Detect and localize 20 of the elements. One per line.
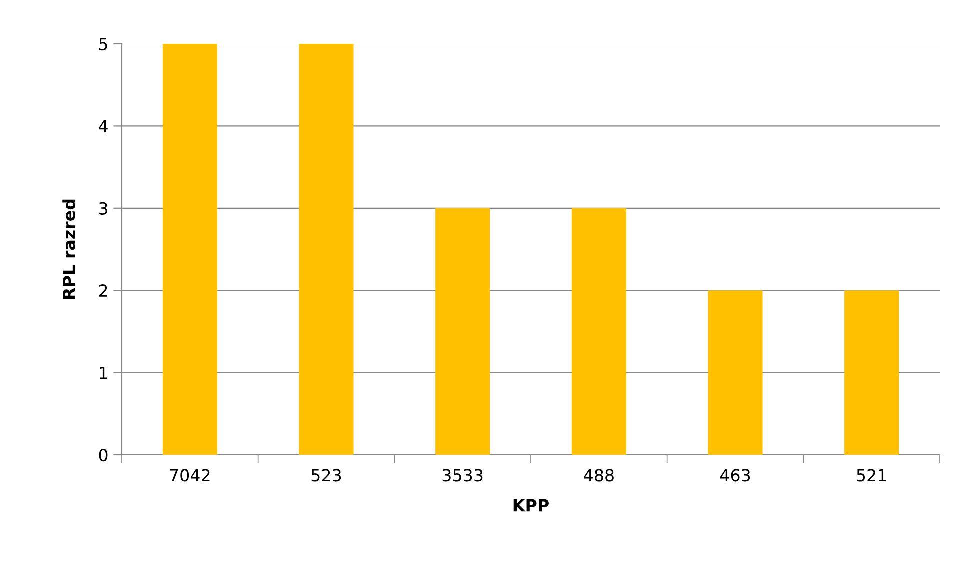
y-tick-label: 0 (99, 448, 108, 462)
bar (299, 44, 354, 455)
x-tick-label: 521 (857, 469, 886, 482)
y-tick-label: 4 (99, 120, 108, 133)
y-tick-label: 5 (99, 38, 108, 51)
bar (572, 208, 626, 455)
y-tick-label: 2 (99, 284, 108, 297)
bar (162, 44, 218, 455)
y-tick-label: 1 (100, 366, 108, 380)
bar (708, 290, 763, 455)
y-axis-title: RPL razred (62, 200, 76, 300)
x-axis-title: KPP (514, 499, 549, 512)
x-tick-label: 523 (312, 469, 342, 482)
x-tick-label: 7042 (170, 469, 210, 482)
x-tick-label: 463 (720, 469, 750, 482)
bar (436, 208, 490, 455)
x-tick-label: 488 (584, 469, 614, 482)
x-tick-label: 3533 (442, 469, 483, 482)
bar (844, 290, 900, 455)
y-tick-label: 3 (99, 202, 108, 215)
